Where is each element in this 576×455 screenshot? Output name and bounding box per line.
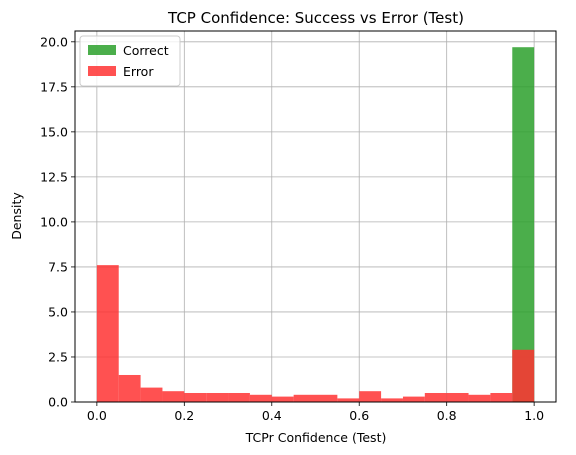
x-tick-label: 0.8 [437, 408, 457, 423]
legend-label-correct: Correct [123, 43, 169, 58]
bar-error [359, 391, 382, 402]
bar-error [206, 392, 229, 402]
bar-error [446, 392, 469, 402]
bar-error [118, 374, 141, 402]
y-tick-label: 0.0 [48, 395, 68, 410]
bar-error [402, 396, 425, 402]
y-tick-label: 2.5 [48, 349, 68, 364]
bar-correct [512, 47, 535, 402]
plot-frame [74, 30, 557, 403]
legend: Correct Error [79, 35, 181, 87]
bar-error [140, 387, 163, 402]
bar-error [512, 349, 535, 402]
y-tick-label: 17.5 [40, 79, 68, 94]
x-tick-label: 0.2 [174, 408, 194, 423]
bar-error [424, 392, 447, 402]
bar-error [381, 398, 403, 402]
x-tick-label: 0.6 [349, 408, 369, 423]
y-tick-label: 10.0 [40, 214, 68, 229]
legend-swatch-correct [88, 45, 116, 55]
bar-error [162, 391, 185, 402]
y-tick-label: 15.0 [40, 124, 68, 139]
bar-error [315, 394, 338, 402]
y-tick-label: 7.5 [48, 259, 68, 274]
bar-error [249, 394, 272, 402]
grid-lines [75, 31, 556, 403]
bar-error [96, 265, 119, 402]
bar-error [337, 398, 360, 402]
x-tick-label: 1.0 [524, 408, 544, 423]
y-tick-label: 5.0 [48, 304, 68, 319]
bar-error [293, 394, 316, 402]
y-tick-label: 12.5 [40, 169, 68, 184]
histogram-bars [96, 47, 535, 402]
y-axis-label: Density [9, 192, 24, 240]
bar-error [271, 396, 294, 402]
x-tick-label: 0.4 [262, 408, 282, 423]
x-axis-label: TCPr Confidence (Test) [245, 430, 387, 445]
legend-swatch-error [88, 66, 116, 76]
y-axis-ticks: 0.0 2.5 5.0 7.5 10.0 12.5 15.0 17.5 20.0 [40, 34, 75, 410]
legend-label-error: Error [123, 64, 154, 79]
chart-title: TCP Confidence: Success vs Error (Test) [167, 9, 464, 27]
x-tick-label: 0.0 [87, 408, 107, 423]
bar-error [490, 392, 513, 402]
bar-error [228, 392, 250, 402]
bar-error [468, 394, 491, 402]
x-axis-ticks: 0.0 0.2 0.4 0.6 0.8 1.0 [87, 402, 544, 423]
y-tick-label: 20.0 [40, 34, 68, 49]
bar-error [184, 392, 207, 402]
